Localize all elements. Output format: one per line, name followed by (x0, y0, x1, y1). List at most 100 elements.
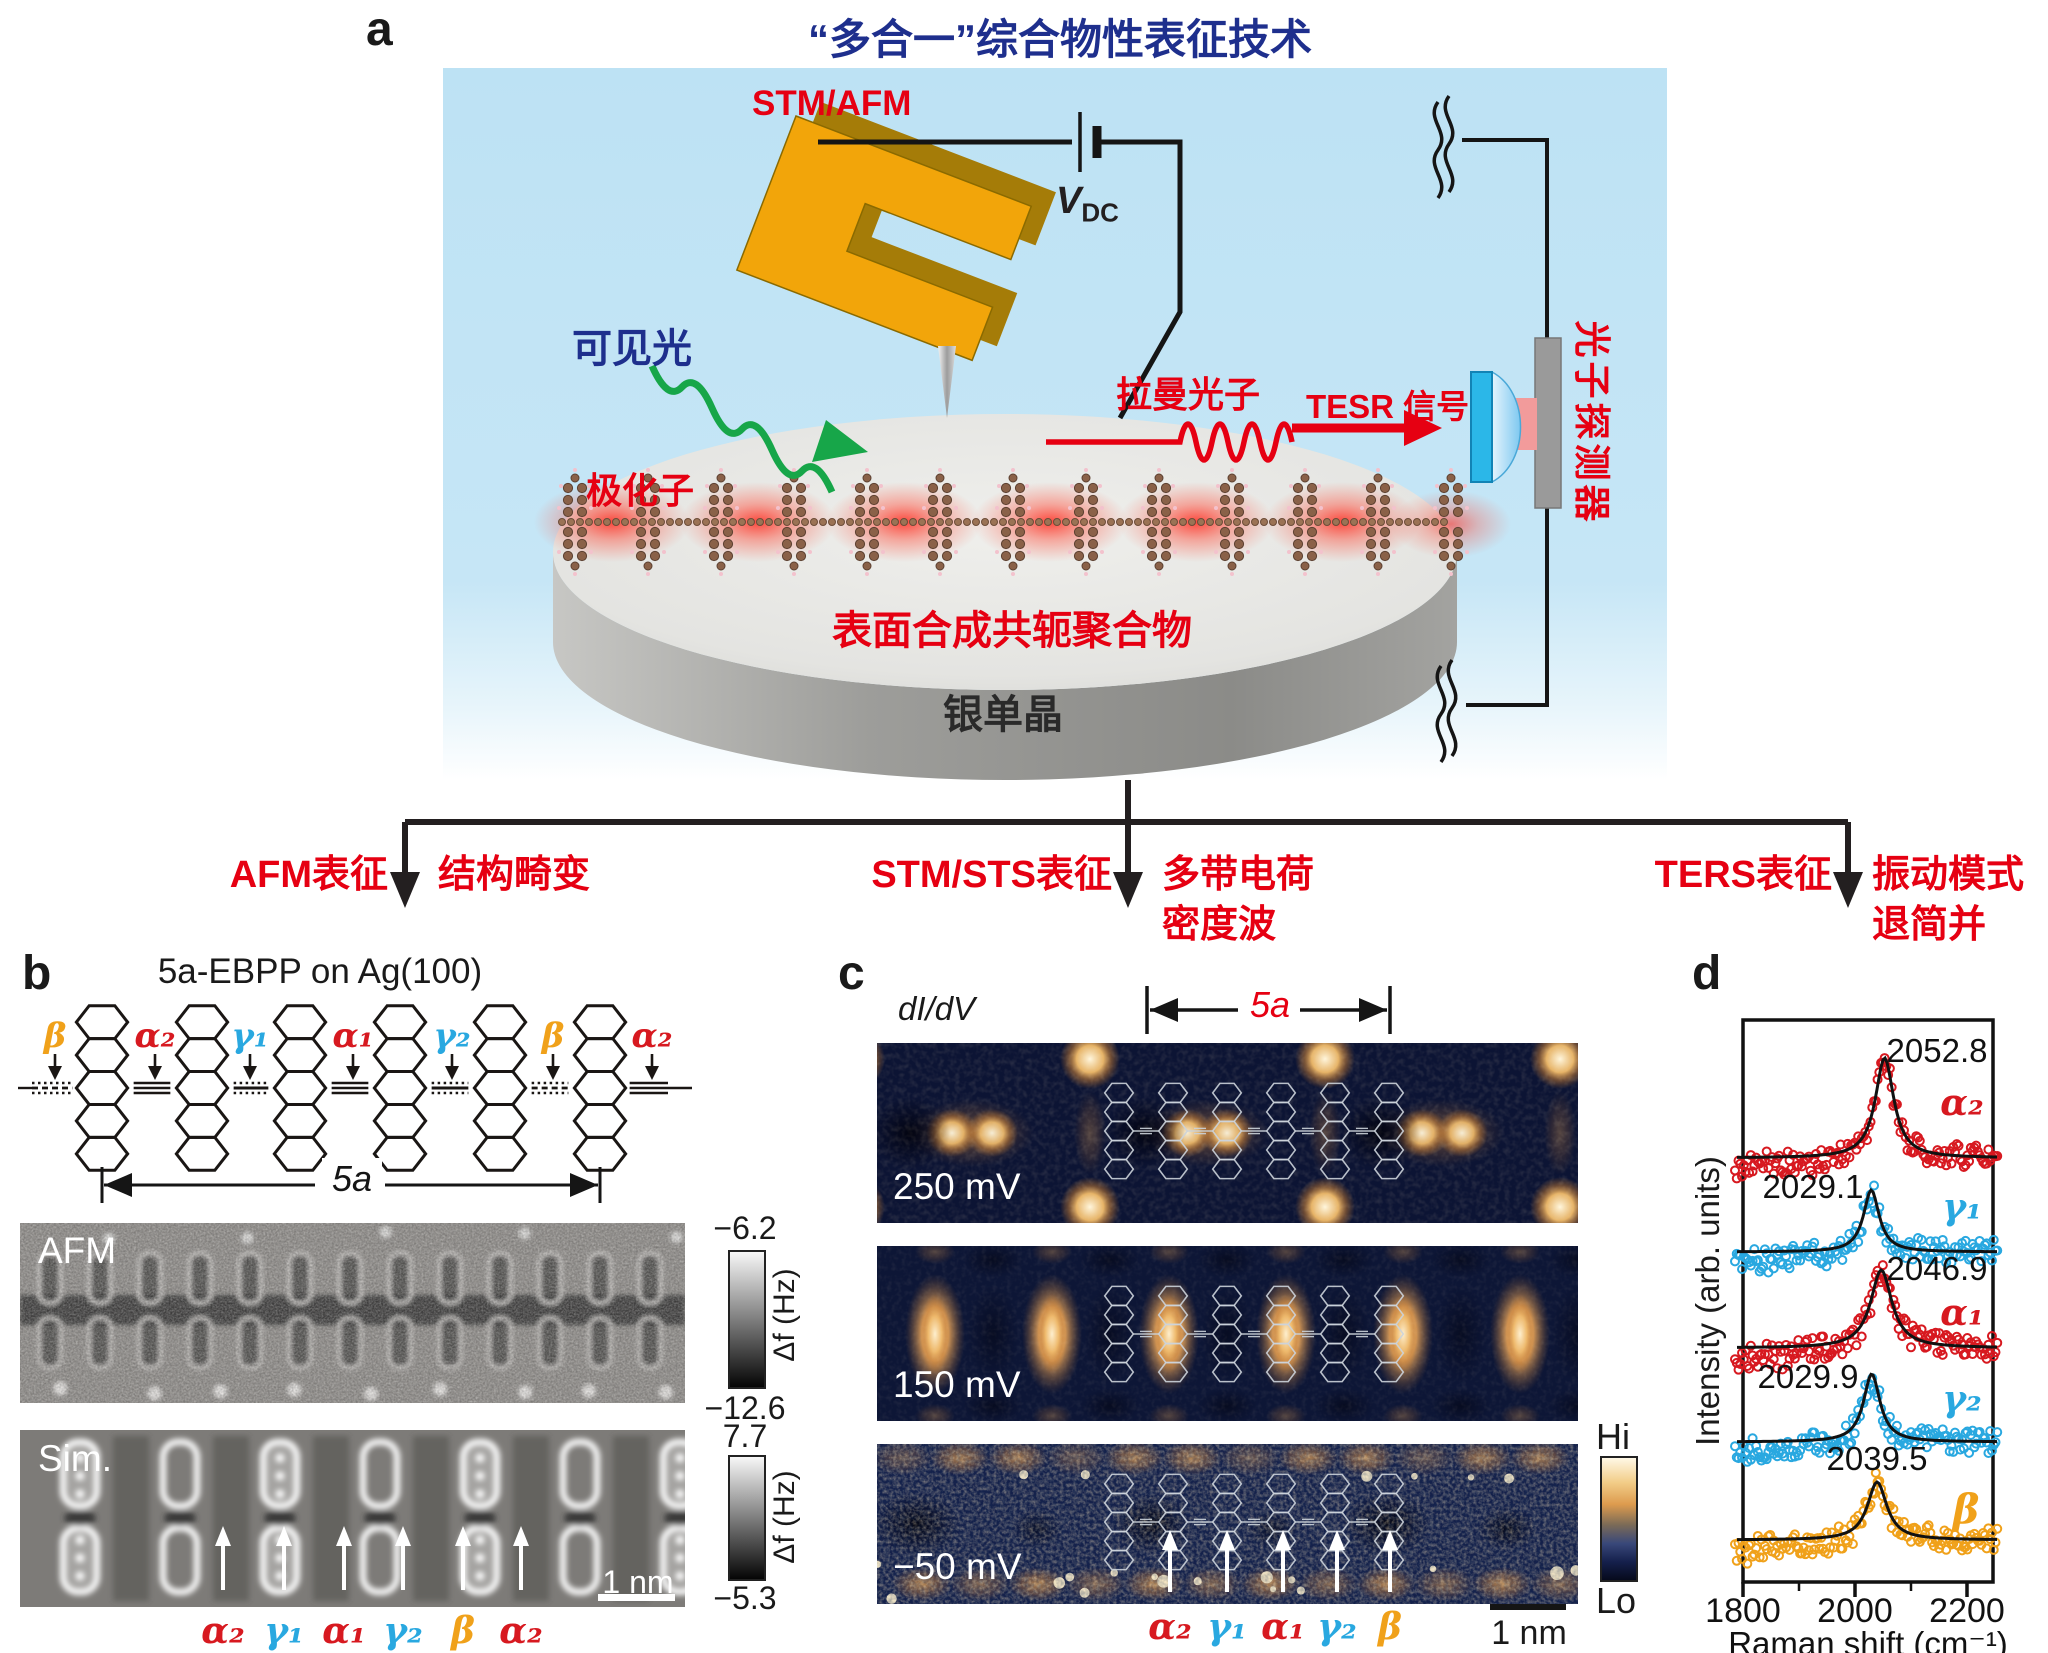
scalebar-c (1490, 1602, 1566, 1610)
afm-colorbar (728, 1250, 766, 1389)
site-label-b-beta: β (451, 1610, 475, 1652)
flow-sts-method: STM/STS表征 (871, 854, 1112, 896)
unit-cell-dimension-arrow-b (100, 1167, 602, 1203)
didv-map-250mv (877, 1043, 1578, 1223)
xtick-2200: 2200 (1929, 1592, 2005, 1630)
visible-light-wave-icon (648, 364, 868, 494)
bias-150mv-label: 150 mV (893, 1364, 1021, 1405)
substrate-label: 银单晶 (943, 693, 1063, 737)
probe-label: STM/AFM (752, 84, 912, 123)
didv-colorbar (1600, 1456, 1638, 1582)
bias-subscript: DC (1081, 197, 1119, 228)
raman-photon-wave-icon (1046, 410, 1442, 463)
bond-label-gamma1: γ₁ (231, 1016, 269, 1056)
figure-title: “多合一”综合物性表征技术 (807, 16, 1312, 63)
flow-afm-result: 结构畸变 (438, 854, 591, 896)
detector-circuit-wire (1432, 94, 1549, 764)
sim-scale-max: 7.7 (722, 1418, 768, 1454)
chemical-structure-5a-ebpp (18, 1004, 692, 1172)
polaron-label: 极化子 (586, 470, 695, 511)
site-label-b-gamma1: γ₁ (264, 1610, 304, 1652)
bias-label: VDC (1056, 180, 1119, 229)
xtick-1800: 1800 (1705, 1592, 1781, 1630)
afm-scale-unit: Δf (Hz) (768, 1268, 801, 1362)
afm-scale-max: −6.2 (713, 1210, 777, 1246)
visible-light-label: 可见光 (572, 327, 692, 371)
scalebar-sim (598, 1594, 675, 1601)
site-label-c-alpha2: α₂ (1148, 1606, 1192, 1648)
polymer-chain-graphic (534, 468, 1511, 576)
peak-value-gamma1: 2029.1 (1762, 1168, 1864, 1205)
bond-label-alpha2-1: α₂ (134, 1016, 176, 1056)
bond-label-beta-1: β (43, 1016, 67, 1056)
colorbar-hi-label: Hi (1596, 1416, 1630, 1457)
peak-value-alpha2: 2052.8 (1886, 1032, 1988, 1069)
dimension-arrowheads-c (1150, 998, 1387, 1022)
stm-tip-icon (938, 346, 956, 418)
flow-ters-result-line1: 振动模式 (1872, 854, 2025, 896)
bias-250mv-label: 250 mV (893, 1166, 1021, 1207)
bias-symbol: V (1056, 180, 1082, 222)
sim-colorbar (728, 1455, 766, 1581)
x-axis-label: Raman shift (cm⁻¹) (1728, 1625, 2008, 1653)
xtick-2000: 2000 (1817, 1592, 1893, 1630)
bond-label-beta-2: β (541, 1016, 565, 1056)
unit-cell-label-c: 5a (1249, 984, 1291, 1025)
flow-connector-lines (402, 780, 1851, 874)
series-label-alpha1: α₁ (1940, 1292, 1984, 1334)
scalebar-sim-label: 1 nm (602, 1564, 674, 1600)
flow-sts-result-line2: 密度波 (1162, 904, 1277, 946)
bond-label-alpha2-2: α₂ (631, 1016, 673, 1056)
site-label-b-gamma2: γ₂ (383, 1610, 423, 1652)
panel-a-label: a (366, 3, 393, 56)
sim-scale-unit: Δf (Hz) (768, 1470, 801, 1564)
panel-b-label: b (22, 947, 52, 1000)
panel-d-label: d (1692, 947, 1722, 1000)
photon-detector-label: 光子探测器 (1571, 320, 1612, 526)
tesr-arrow-icon (1404, 410, 1442, 446)
sim-scale-min: −5.3 (713, 1580, 777, 1616)
sim-image (20, 1430, 685, 1607)
site-label-c-gamma1: γ₁ (1207, 1606, 1247, 1648)
colorbar-lo-label: Lo (1596, 1580, 1637, 1621)
bond-label-gamma2: γ₂ (433, 1016, 471, 1056)
dimension-arrowheads-b (104, 1173, 598, 1197)
series-label-gamma2: γ₂ (1942, 1378, 1982, 1420)
flow-ters-method: TERS表征 (1654, 854, 1832, 896)
site-label-c-alpha1: α₁ (1261, 1606, 1305, 1648)
sim-image-tag: Sim. (38, 1438, 112, 1479)
photon-detector-icon (1470, 337, 1562, 509)
panel-c-label: c (838, 947, 865, 1000)
flow-ters-result-line2: 退简并 (1872, 904, 1987, 946)
flow-afm-method: AFM表征 (229, 854, 388, 896)
afm-scale-min: −12.6 (704, 1390, 786, 1426)
afm-image (20, 1223, 685, 1403)
didv-map-150mv (877, 1246, 1578, 1421)
bias-minus50mv-label: −50 mV (893, 1546, 1022, 1587)
site-label-c-gamma2: γ₂ (1317, 1606, 1357, 1648)
y-axis-label: Intensity (arb. units) (1689, 1156, 1726, 1446)
site-label-c-beta: β (1378, 1606, 1402, 1648)
peak-value-alpha1: 2046.9 (1886, 1250, 1988, 1287)
panel-b-title: 5a-EBPP on Ag(100) (157, 952, 483, 991)
raman-spectra-plot (1730, 1018, 2003, 1597)
flow-arrowheads (390, 872, 1863, 908)
tuning-fork-sensor-icon (735, 101, 1056, 418)
site-label-b-alpha2-1: α₂ (201, 1610, 245, 1652)
bias-circuit-wire (818, 112, 1183, 420)
series-label-gamma1: γ₁ (1942, 1186, 1982, 1228)
didv-map-minus50mv (877, 1444, 1578, 1604)
didv-tag: dI/dV (898, 990, 976, 1027)
peak-value-beta: 2039.5 (1826, 1440, 1928, 1477)
afm-image-tag: AFM (38, 1230, 117, 1271)
series-label-beta: β (1952, 1486, 1980, 1533)
peak-value-gamma2: 2029.9 (1757, 1358, 1859, 1395)
scalebar-c-label: 1 nm (1491, 1614, 1567, 1652)
flow-sts-result-line1: 多带电荷 (1162, 854, 1315, 896)
tesr-signal-label: TESR 信号 (1306, 388, 1470, 425)
raman-photon-label: 拉曼光子 (1116, 374, 1261, 415)
polymer-label: 表面合成共轭聚合物 (832, 609, 1192, 653)
site-label-b-alpha1: α₁ (322, 1610, 366, 1652)
unit-cell-label-b: 5a (322, 1158, 382, 1200)
